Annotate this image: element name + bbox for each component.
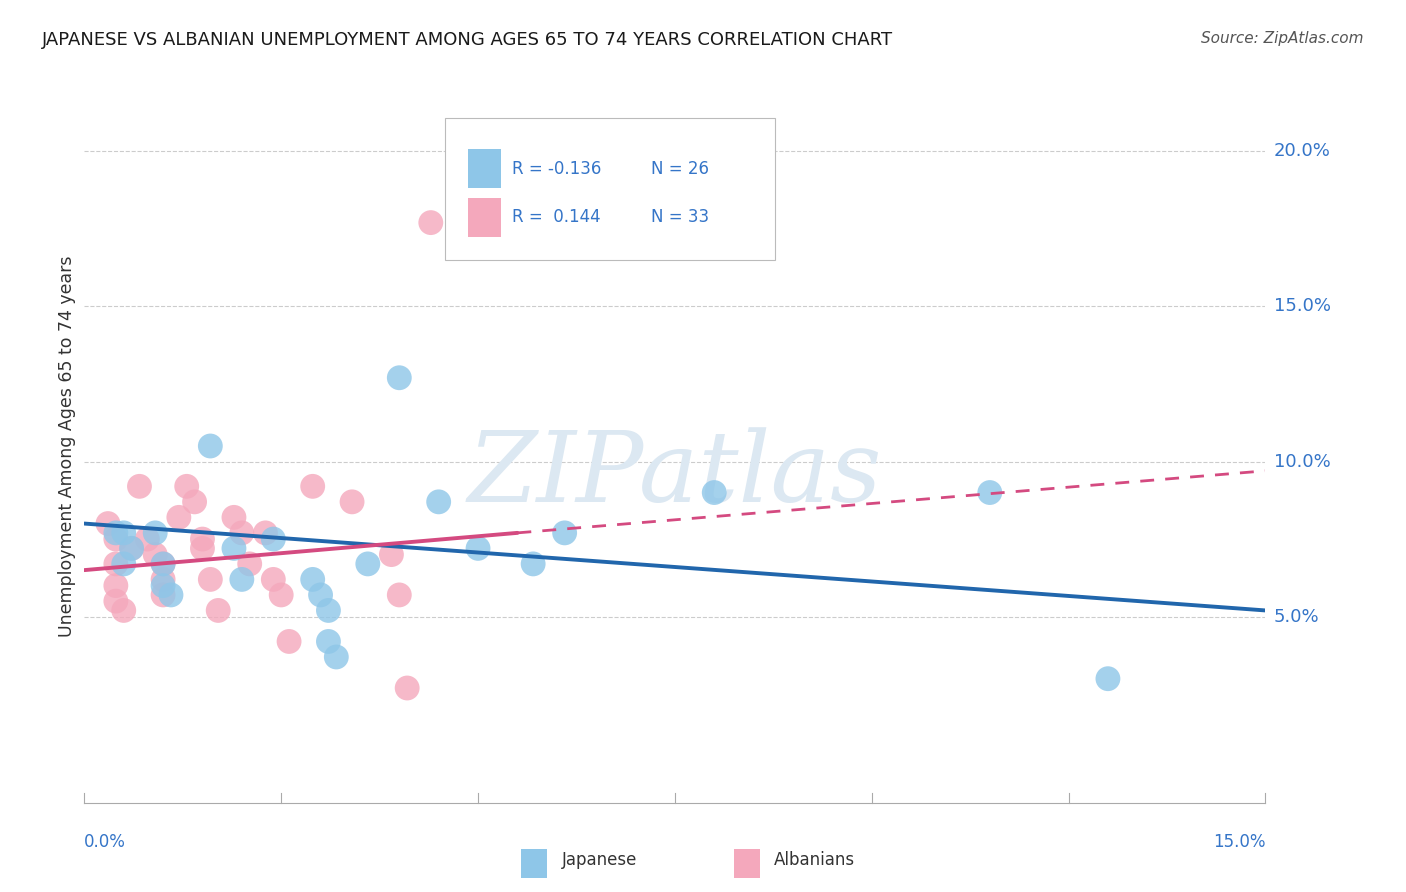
Point bbox=[136, 532, 159, 546]
Point bbox=[167, 510, 190, 524]
Point bbox=[340, 495, 363, 509]
Text: Source: ZipAtlas.com: Source: ZipAtlas.com bbox=[1201, 31, 1364, 46]
Point bbox=[200, 439, 222, 453]
Point bbox=[121, 541, 143, 556]
Point bbox=[183, 495, 205, 509]
Point bbox=[388, 370, 411, 384]
Text: 5.0%: 5.0% bbox=[1274, 607, 1319, 625]
Point bbox=[128, 479, 150, 493]
Point bbox=[309, 588, 332, 602]
Point bbox=[121, 541, 143, 556]
Point bbox=[239, 557, 262, 571]
Point bbox=[104, 557, 127, 571]
Point bbox=[104, 594, 127, 608]
Point bbox=[318, 634, 340, 648]
FancyBboxPatch shape bbox=[444, 118, 775, 260]
Text: R =  0.144: R = 0.144 bbox=[512, 209, 600, 227]
Point bbox=[152, 573, 174, 587]
Point bbox=[318, 603, 340, 617]
Point bbox=[419, 216, 441, 230]
Point bbox=[200, 573, 222, 587]
Point bbox=[160, 588, 183, 602]
FancyBboxPatch shape bbox=[468, 149, 502, 188]
Point bbox=[97, 516, 120, 531]
Point bbox=[191, 532, 214, 546]
Point bbox=[104, 525, 127, 540]
Point bbox=[152, 557, 174, 571]
Point bbox=[222, 541, 245, 556]
Point bbox=[152, 579, 174, 593]
Point bbox=[112, 557, 135, 571]
Text: JAPANESE VS ALBANIAN UNEMPLOYMENT AMONG AGES 65 TO 74 YEARS CORRELATION CHART: JAPANESE VS ALBANIAN UNEMPLOYMENT AMONG … bbox=[42, 31, 893, 49]
Point bbox=[703, 485, 725, 500]
Point bbox=[191, 541, 214, 556]
Point bbox=[380, 548, 402, 562]
Point bbox=[222, 510, 245, 524]
Text: Albanians: Albanians bbox=[775, 851, 855, 869]
Point bbox=[396, 681, 419, 695]
Point bbox=[207, 603, 229, 617]
Point bbox=[270, 588, 292, 602]
Point bbox=[143, 525, 166, 540]
Text: Japanese: Japanese bbox=[561, 851, 637, 869]
Point bbox=[104, 579, 127, 593]
Point bbox=[262, 532, 284, 546]
Text: R = -0.136: R = -0.136 bbox=[512, 160, 602, 178]
Point bbox=[231, 525, 253, 540]
Point bbox=[254, 525, 277, 540]
Point bbox=[112, 603, 135, 617]
Text: N = 26: N = 26 bbox=[651, 160, 709, 178]
Text: 20.0%: 20.0% bbox=[1274, 142, 1330, 161]
Point bbox=[554, 525, 576, 540]
Text: 15.0%: 15.0% bbox=[1274, 297, 1330, 316]
Point bbox=[262, 573, 284, 587]
Point bbox=[176, 479, 198, 493]
Point bbox=[979, 485, 1001, 500]
Point bbox=[104, 532, 127, 546]
Point bbox=[152, 588, 174, 602]
Point bbox=[522, 557, 544, 571]
Text: 10.0%: 10.0% bbox=[1274, 452, 1330, 470]
FancyBboxPatch shape bbox=[468, 198, 502, 237]
Point bbox=[1097, 672, 1119, 686]
Text: ZIPatlas: ZIPatlas bbox=[468, 427, 882, 522]
Point bbox=[325, 650, 347, 665]
Point bbox=[427, 495, 450, 509]
Point bbox=[301, 479, 323, 493]
Point bbox=[278, 634, 301, 648]
Point bbox=[112, 525, 135, 540]
Point bbox=[467, 541, 489, 556]
Point bbox=[143, 548, 166, 562]
Y-axis label: Unemployment Among Ages 65 to 74 years: Unemployment Among Ages 65 to 74 years bbox=[58, 255, 76, 637]
Text: 0.0%: 0.0% bbox=[84, 833, 127, 851]
Text: 15.0%: 15.0% bbox=[1213, 833, 1265, 851]
Point bbox=[388, 588, 411, 602]
Text: N = 33: N = 33 bbox=[651, 209, 710, 227]
FancyBboxPatch shape bbox=[522, 849, 547, 878]
Point bbox=[231, 573, 253, 587]
FancyBboxPatch shape bbox=[734, 849, 759, 878]
Point bbox=[357, 557, 380, 571]
Point bbox=[152, 557, 174, 571]
Point bbox=[301, 573, 323, 587]
